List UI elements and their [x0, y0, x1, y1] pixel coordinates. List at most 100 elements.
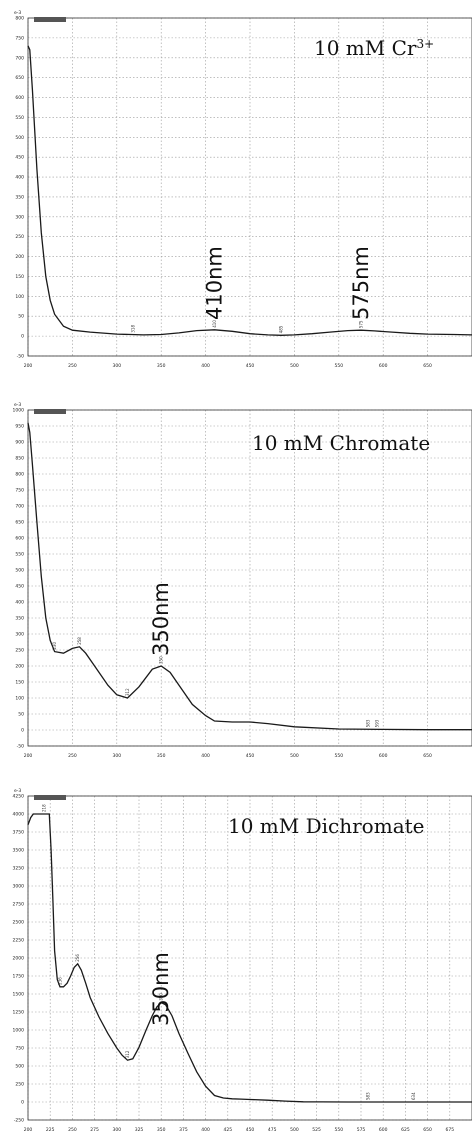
header-tag [34, 17, 66, 22]
y-tick-label: 200 [15, 254, 24, 260]
y-tick-label: 950 [15, 424, 24, 430]
y-tick-label: 600 [15, 536, 24, 542]
header-tag [34, 409, 66, 414]
x-tick-label: 475 [268, 1127, 277, 1133]
peak-marker-label: 312 [125, 1050, 130, 1058]
spectrum-line [27, 422, 472, 731]
y-tick-label: 4000 [13, 812, 25, 818]
x-tick-label: 300 [113, 363, 122, 369]
y-tick-label: 700 [15, 55, 24, 61]
y-tick-label: 700 [15, 504, 24, 510]
y-tick-label: 3750 [13, 830, 25, 836]
y-tick-label: 3500 [13, 848, 25, 854]
x-tick-label: 650 [423, 363, 432, 369]
y-exponent-label: e-3 [14, 788, 21, 794]
y-tick-label: 200 [15, 664, 24, 670]
y-tick-label: 350 [15, 194, 24, 200]
y-tick-label: 0 [21, 728, 24, 734]
y-tick-label: 350 [15, 616, 24, 622]
y-tick-label: -250 [14, 1118, 24, 1124]
peak-marker-label: 236 [57, 977, 62, 985]
x-tick-label: 425 [224, 1127, 233, 1133]
y-tick-label: 750 [15, 35, 24, 41]
wavelength-annotation: 350nm [149, 582, 173, 656]
x-tick-label: 200 [24, 363, 33, 369]
y-tick-label: 1000 [13, 1028, 25, 1034]
y-tick-label: 300 [15, 214, 24, 220]
x-tick-label: 600 [379, 363, 388, 369]
peak-marker-label: 230 [52, 642, 57, 650]
y-tick-label: 100 [15, 294, 24, 300]
y-tick-label: 100 [15, 696, 24, 702]
x-tick-label: 300 [113, 753, 122, 759]
title-superscript: 3+ [416, 37, 434, 51]
plot-frame [27, 17, 472, 357]
header-tag [34, 795, 66, 800]
x-tick-label: 550 [335, 753, 344, 759]
wavelength-annotation: 575nm [349, 246, 373, 320]
y-tick-label: 2000 [13, 956, 25, 962]
y-tick-label: 250 [15, 1082, 24, 1088]
peak-marker-label: 258 [77, 637, 82, 645]
chart-title-cr3: 10 mM Cr3+ [314, 36, 434, 60]
y-tick-label: 0 [21, 1100, 24, 1106]
chart-title-dichromate: 10 mM Dichromate [228, 814, 424, 838]
x-tick-label: 200 [24, 1127, 33, 1133]
y-tick-label: 1750 [13, 974, 25, 980]
x-tick-label: 200 [24, 753, 33, 759]
y-tick-label: 4250 [13, 794, 25, 800]
wavelength-annotation: 350nm [149, 952, 173, 1026]
peak-marker-label: 634 [411, 1092, 416, 1100]
y-tick-label: 650 [15, 520, 24, 526]
x-tick-label: 250 [68, 753, 77, 759]
chart-panel-chromate: 200 250 300 350 400 450 500 550 600 6501000950900… [13, 402, 472, 759]
y-tick-label: 1500 [13, 992, 25, 998]
y-tick-label: -50 [17, 354, 24, 360]
y-tick-label: 1250 [13, 1010, 25, 1016]
y-tick-label: 500 [15, 568, 24, 574]
peak-marker-label: 583 [366, 719, 371, 727]
x-tick-label: 250 [68, 1127, 77, 1133]
peak-marker-label: 218 [41, 804, 46, 812]
y-tick-label: 550 [15, 115, 24, 121]
x-tick-label: 525 [312, 1127, 321, 1133]
x-tick-label: 400 [201, 753, 210, 759]
x-tick-label: 675 [446, 1127, 455, 1133]
y-tick-label: 2250 [13, 938, 25, 944]
y-exponent-label: e-3 [14, 10, 21, 16]
y-tick-label: 300 [15, 632, 24, 638]
chart-panel-dichromate: 200 225 250 275 300 325 350 375 400 425 450 475 500 5… [13, 788, 472, 1133]
spectrum-line [27, 813, 472, 1103]
y-tick-label: 750 [15, 488, 24, 494]
y-tick-label: 1000 [13, 408, 25, 414]
y-tick-label: -50 [17, 744, 24, 750]
y-tick-label: 3000 [13, 884, 25, 890]
peak-marker-label: 256 [75, 954, 80, 962]
peak-marker-label: 575 [359, 320, 364, 328]
y-tick-label: 450 [15, 155, 24, 161]
peak-marker-label: 593 [374, 719, 379, 727]
x-tick-label: 500 [290, 363, 299, 369]
x-tick-label: 600 [379, 1127, 388, 1133]
peak-marker-label: 485 [279, 325, 284, 333]
peak-marker-label: 312 [125, 688, 130, 696]
x-tick-label: 350 [157, 363, 166, 369]
x-tick-label: 625 [401, 1127, 410, 1133]
x-tick-label: 450 [246, 1127, 255, 1133]
plot-frame [27, 409, 472, 747]
y-tick-label: 850 [15, 456, 24, 462]
y-tick-label: 500 [15, 1064, 24, 1070]
x-tick-label: 500 [290, 753, 299, 759]
y-tick-label: 650 [15, 75, 24, 81]
y-tick-label: 150 [15, 274, 24, 280]
x-tick-label: 400 [201, 363, 210, 369]
y-tick-label: 250 [15, 648, 24, 654]
x-tick-label: 325 [135, 1127, 144, 1133]
x-tick-label: 500 [290, 1127, 299, 1133]
y-tick-label: 250 [15, 234, 24, 240]
y-tick-label: 800 [15, 16, 24, 22]
y-tick-label: 750 [15, 1046, 24, 1052]
y-tick-label: 2750 [13, 902, 25, 908]
chart-panel-cr3: 200 250 300 350 400 450 500 550 600 650 800 750 700 6… [14, 10, 472, 369]
x-tick-label: 550 [335, 1127, 344, 1133]
